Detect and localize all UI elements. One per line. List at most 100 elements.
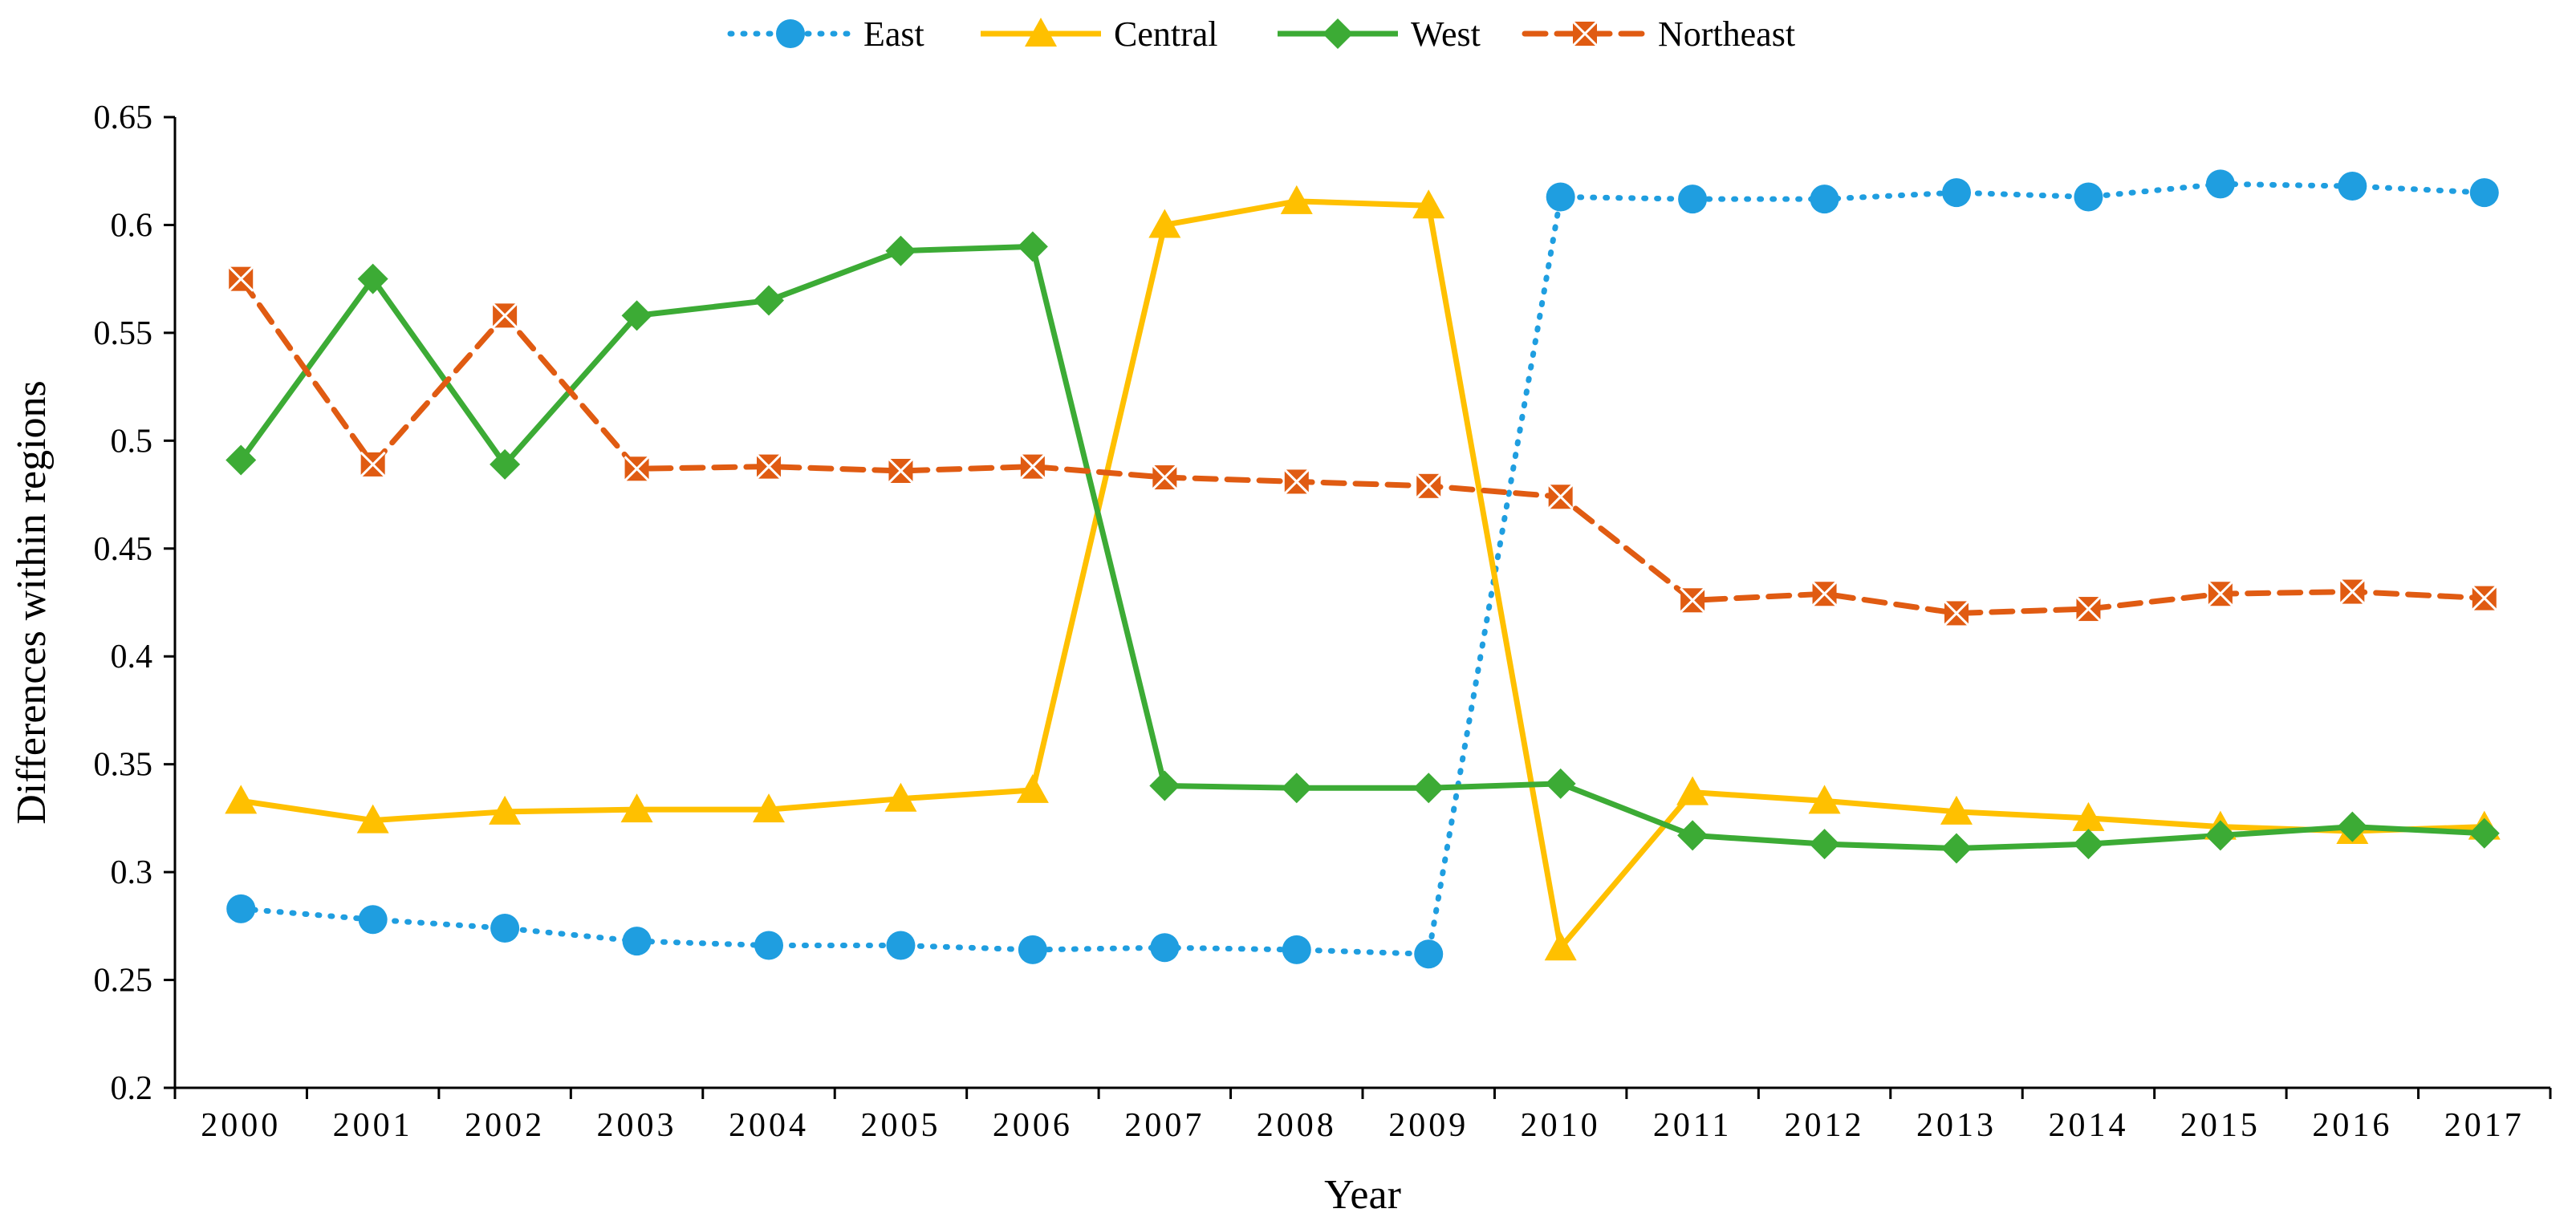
northeast-data-point	[1152, 464, 1178, 491]
northeast-data-point	[360, 451, 386, 477]
x-tick-label: 2008	[1257, 1107, 1337, 1144]
series-markers	[225, 169, 2501, 969]
northeast-data-point	[1943, 600, 1970, 627]
east-data-point	[1810, 185, 1839, 214]
east-data-point	[886, 931, 916, 960]
series-lines	[238, 180, 2488, 957]
x-tick-label: 2015	[2180, 1107, 2261, 1144]
y-tick-label: 0.65	[94, 99, 153, 136]
east-data-point	[2074, 182, 2103, 212]
x-tick-label: 2003	[597, 1107, 677, 1144]
central-data-point	[1808, 785, 1841, 814]
x-tick-label: 2011	[1653, 1107, 1732, 1144]
central-legend-data-point	[1025, 18, 1057, 47]
x-tick-label: 2013	[1916, 1107, 1997, 1144]
central-data-point	[356, 804, 389, 834]
y-tick-label: 0.2	[111, 1070, 153, 1107]
west-series-line	[238, 243, 2485, 852]
central-data-point	[1544, 931, 1577, 961]
legend-item-central: Central	[981, 14, 1218, 54]
west-data-point	[2204, 820, 2236, 851]
central-data-point	[1412, 189, 1445, 219]
northeast-data-point	[492, 302, 518, 329]
northeast-data-point	[2075, 596, 2102, 623]
northeast-legend-data-point	[1571, 20, 1599, 47]
x-tick-label: 2009	[1388, 1107, 1469, 1144]
east-series-line	[238, 180, 2488, 957]
axes: 0.2 0.25 0.3 0.35 0.4 0.45 0.5 0.55 0.6 0.65 2000 2…	[94, 99, 2552, 1144]
northeast-data-point	[228, 266, 254, 292]
east-data-point	[1018, 935, 1047, 964]
central-data-point	[753, 793, 785, 823]
x-tick-label: 2017	[2444, 1107, 2525, 1144]
northeast-data-point	[1811, 581, 1838, 607]
legend-label: Central	[1114, 14, 1218, 54]
west-data-point	[226, 444, 257, 476]
east-data-point	[754, 931, 783, 960]
x-tick-label: 2004	[729, 1107, 809, 1144]
east-data-point	[1942, 178, 1971, 208]
east-legend-data-point	[776, 19, 805, 48]
central-data-point	[2072, 801, 2105, 831]
y-tick-label: 0.55	[94, 315, 153, 352]
northeast-data-point	[2207, 581, 2233, 607]
east-data-point	[2205, 169, 2235, 199]
northeast-data-point	[1019, 453, 1046, 480]
x-tick-label: 2012	[1785, 1107, 1865, 1144]
east-data-point	[1678, 185, 1708, 214]
x-tick-label: 2006	[993, 1107, 1073, 1144]
central-data-point	[1280, 185, 1313, 214]
west-data-point	[885, 235, 916, 266]
x-tick-label: 2000	[201, 1107, 281, 1144]
west-data-point	[357, 263, 388, 294]
northeast-data-point	[755, 453, 782, 480]
central-data-point	[1148, 209, 1181, 238]
east-data-point	[358, 905, 388, 935]
west-data-point	[2073, 829, 2104, 860]
northeast-data-point	[1416, 473, 1442, 499]
northeast-data-point	[2339, 578, 2366, 605]
east-data-point	[2338, 172, 2367, 201]
legend-item-west: West	[1278, 14, 1481, 54]
legend-item-east: East	[727, 14, 924, 54]
x-axis-title: Year	[1324, 1172, 1401, 1218]
east-data-point	[1150, 933, 1180, 963]
y-tick-label: 0.4	[111, 639, 153, 675]
central-data-point	[1676, 776, 1709, 805]
y-axis-title: Differences within regions	[9, 380, 55, 825]
legend-label: West	[1411, 14, 1481, 54]
east-data-point	[1546, 182, 1575, 212]
y-tick-label: 0.45	[94, 531, 153, 568]
central-data-point	[1940, 795, 1973, 825]
northeast-data-point	[2471, 585, 2497, 611]
legend-item-northeast: Northeast	[1522, 14, 1795, 54]
x-tick-label: 2016	[2312, 1107, 2392, 1144]
west-data-point	[1413, 773, 1444, 804]
central-data-point	[489, 795, 522, 825]
east-data-point	[226, 894, 256, 923]
west-data-point	[1545, 768, 1576, 799]
x-tick-label: 2007	[1124, 1107, 1205, 1144]
east-data-point	[1414, 939, 1444, 969]
west-data-point	[2468, 817, 2500, 849]
x-tick-label: 2014	[2048, 1107, 2128, 1144]
central-data-point	[884, 782, 917, 812]
west-data-point	[1941, 833, 1972, 864]
east-data-point	[1282, 935, 1311, 964]
x-tick-label: 2001	[333, 1107, 413, 1144]
west-data-point	[1809, 829, 1840, 860]
west-data-point	[490, 448, 521, 480]
west-data-point	[1017, 231, 1048, 262]
west-data-point	[621, 300, 652, 331]
central-data-point	[620, 793, 653, 823]
central-series-line	[240, 198, 2485, 951]
legend-label: East	[863, 14, 924, 54]
y-tick-label: 0.5	[111, 423, 153, 460]
central-data-point	[1016, 773, 1049, 803]
northeast-data-point	[624, 456, 650, 482]
west-data-point	[754, 285, 784, 316]
x-tick-label: 2010	[1521, 1107, 1601, 1144]
y-tick-label: 0.3	[111, 854, 153, 891]
west-data-point	[1149, 770, 1180, 801]
